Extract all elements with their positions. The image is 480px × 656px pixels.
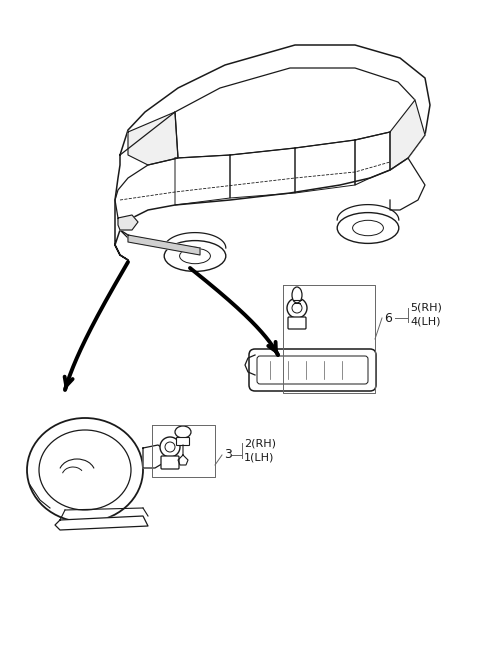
- Text: 5(RH): 5(RH): [410, 303, 442, 313]
- Text: 3: 3: [224, 449, 232, 462]
- Ellipse shape: [292, 287, 302, 303]
- Polygon shape: [128, 235, 200, 255]
- Polygon shape: [158, 68, 415, 158]
- Polygon shape: [143, 445, 168, 468]
- Polygon shape: [128, 112, 178, 165]
- Polygon shape: [390, 100, 425, 170]
- FancyBboxPatch shape: [249, 349, 376, 391]
- Ellipse shape: [27, 418, 143, 522]
- Ellipse shape: [175, 426, 191, 438]
- Text: 6: 6: [384, 312, 392, 325]
- FancyBboxPatch shape: [161, 456, 179, 469]
- FancyBboxPatch shape: [288, 317, 306, 329]
- Polygon shape: [55, 516, 148, 530]
- Text: 2(RH): 2(RH): [244, 438, 276, 448]
- FancyBboxPatch shape: [177, 438, 190, 445]
- Circle shape: [287, 298, 307, 318]
- Ellipse shape: [337, 213, 399, 243]
- Text: 1(LH): 1(LH): [244, 453, 275, 463]
- Ellipse shape: [164, 241, 226, 272]
- Circle shape: [160, 437, 180, 457]
- Text: 4(LH): 4(LH): [410, 317, 441, 327]
- Polygon shape: [118, 215, 138, 230]
- Polygon shape: [115, 45, 430, 260]
